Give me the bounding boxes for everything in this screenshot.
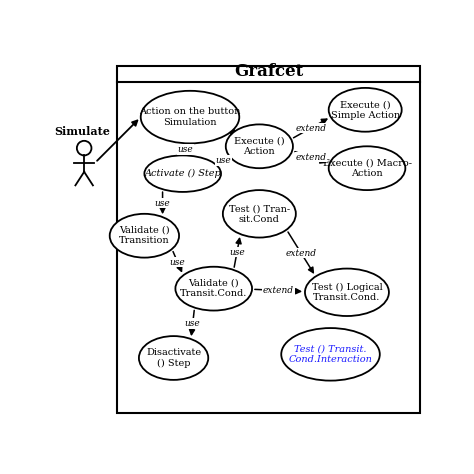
Text: Disactivate
() Step: Disactivate () Step xyxy=(146,348,201,368)
Text: Grafcet: Grafcet xyxy=(234,63,303,80)
Ellipse shape xyxy=(328,88,401,132)
Ellipse shape xyxy=(328,146,405,190)
Text: Test () Transit.
Cond.Interaction: Test () Transit. Cond.Interaction xyxy=(289,345,373,364)
Ellipse shape xyxy=(226,124,293,168)
Text: Action on the button
Simulation: Action on the button Simulation xyxy=(139,108,241,127)
Text: extend: extend xyxy=(295,124,327,133)
Ellipse shape xyxy=(223,190,296,237)
Bar xyxy=(117,66,420,413)
Text: use: use xyxy=(178,145,193,154)
Ellipse shape xyxy=(109,214,179,258)
Text: use: use xyxy=(155,199,171,208)
Text: Validate ()
Transit.Cond.: Validate () Transit.Cond. xyxy=(180,279,247,298)
Text: Execute () Macro-
Action: Execute () Macro- Action xyxy=(322,158,411,178)
Ellipse shape xyxy=(305,269,389,316)
Text: Simulate: Simulate xyxy=(55,126,110,137)
Text: extend: extend xyxy=(286,248,317,257)
Ellipse shape xyxy=(281,328,380,381)
Text: Test () Tran-
sit.Cond: Test () Tran- sit.Cond xyxy=(229,204,290,224)
Text: use: use xyxy=(170,258,185,267)
Text: extend: extend xyxy=(263,286,294,295)
Ellipse shape xyxy=(139,336,208,380)
Text: Execute ()
Simple Action: Execute () Simple Action xyxy=(331,100,400,119)
Text: use: use xyxy=(229,247,245,256)
Text: extend: extend xyxy=(295,153,327,162)
Text: Test () Logical
Transit.Cond.: Test () Logical Transit.Cond. xyxy=(311,283,383,302)
Ellipse shape xyxy=(141,91,239,143)
Text: Activate () Step: Activate () Step xyxy=(144,169,221,178)
Ellipse shape xyxy=(175,267,252,310)
Text: Execute ()
Action: Execute () Action xyxy=(234,137,285,156)
Text: use: use xyxy=(215,156,231,165)
Text: use: use xyxy=(185,319,201,328)
Ellipse shape xyxy=(145,155,221,192)
Text: Validate ()
Transition: Validate () Transition xyxy=(119,226,170,246)
